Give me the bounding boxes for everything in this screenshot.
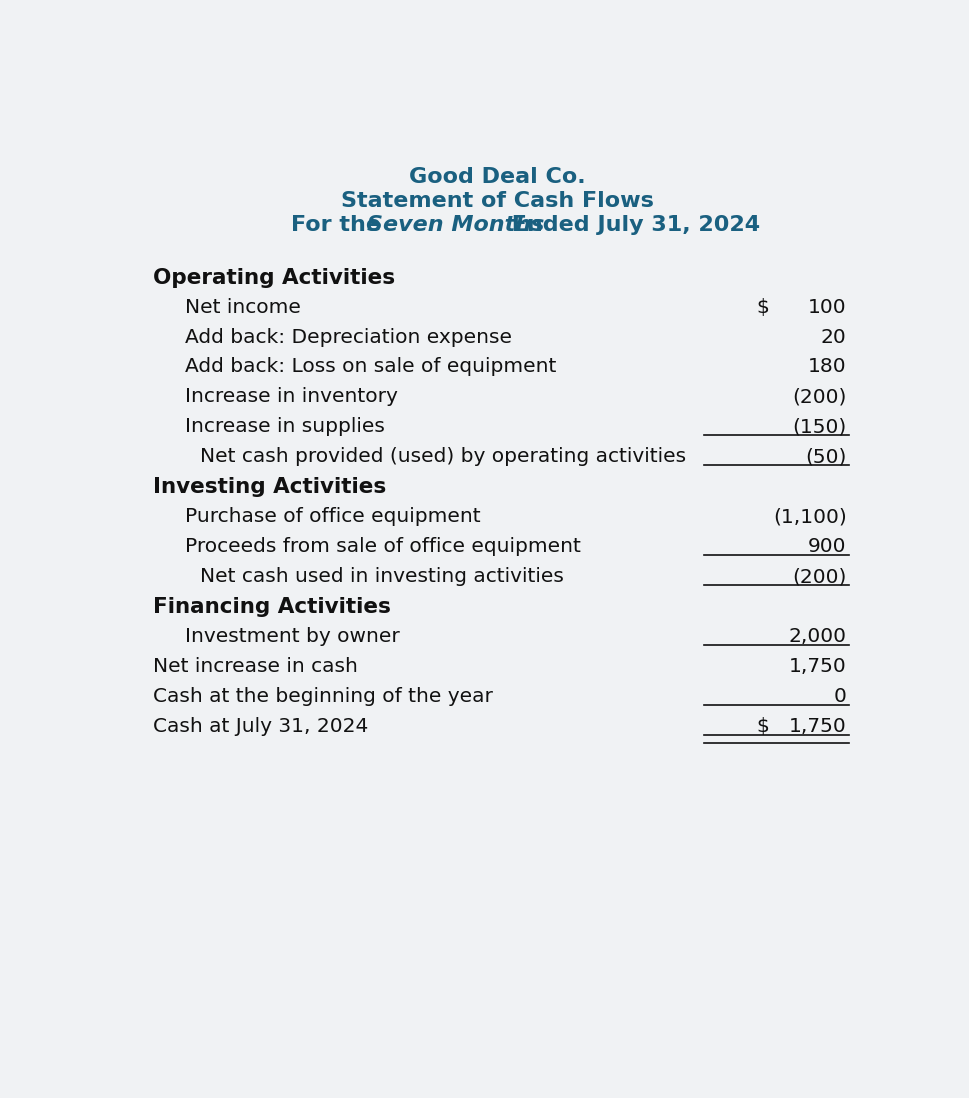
Text: Seven Months: Seven Months: [366, 215, 544, 235]
Text: 180: 180: [807, 358, 846, 377]
Text: 0: 0: [833, 687, 846, 706]
Text: (50): (50): [804, 448, 846, 467]
Text: 20: 20: [820, 327, 846, 347]
Text: 1,750: 1,750: [788, 658, 846, 676]
Text: Good Deal Co.: Good Deal Co.: [408, 167, 585, 188]
Text: Net cash provided (used) by operating activities: Net cash provided (used) by operating ac…: [200, 448, 686, 467]
Text: For the: For the: [291, 215, 389, 235]
Text: $: $: [756, 717, 768, 737]
Text: Net cash used in investing activities: Net cash used in investing activities: [200, 568, 564, 586]
Text: Add back: Depreciation expense: Add back: Depreciation expense: [185, 327, 512, 347]
Text: (200): (200): [792, 388, 846, 406]
Text: Net increase in cash: Net increase in cash: [153, 658, 358, 676]
Text: Proceeds from sale of office equipment: Proceeds from sale of office equipment: [185, 537, 580, 557]
Text: (150): (150): [792, 417, 846, 437]
Text: Ended July 31, 2024: Ended July 31, 2024: [504, 215, 760, 235]
Text: $: $: [756, 298, 768, 316]
Text: (1,100): (1,100): [772, 507, 846, 526]
Text: Operating Activities: Operating Activities: [153, 268, 394, 288]
Text: Add back: Loss on sale of equipment: Add back: Loss on sale of equipment: [185, 358, 556, 377]
Text: 900: 900: [807, 537, 846, 557]
Text: Investment by owner: Investment by owner: [185, 627, 399, 647]
Text: Net income: Net income: [185, 298, 300, 316]
Text: Investing Activities: Investing Activities: [153, 478, 386, 497]
Text: 2,000: 2,000: [788, 627, 846, 647]
Text: Increase in supplies: Increase in supplies: [185, 417, 385, 437]
Text: Purchase of office equipment: Purchase of office equipment: [185, 507, 481, 526]
Text: Increase in inventory: Increase in inventory: [185, 388, 397, 406]
Text: (200): (200): [792, 568, 846, 586]
Text: Financing Activities: Financing Activities: [153, 597, 391, 617]
Text: Statement of Cash Flows: Statement of Cash Flows: [340, 191, 653, 211]
Text: Cash at July 31, 2024: Cash at July 31, 2024: [153, 717, 368, 737]
Text: 1,750: 1,750: [788, 717, 846, 737]
Text: Cash at the beginning of the year: Cash at the beginning of the year: [153, 687, 492, 706]
Text: 100: 100: [807, 298, 846, 316]
